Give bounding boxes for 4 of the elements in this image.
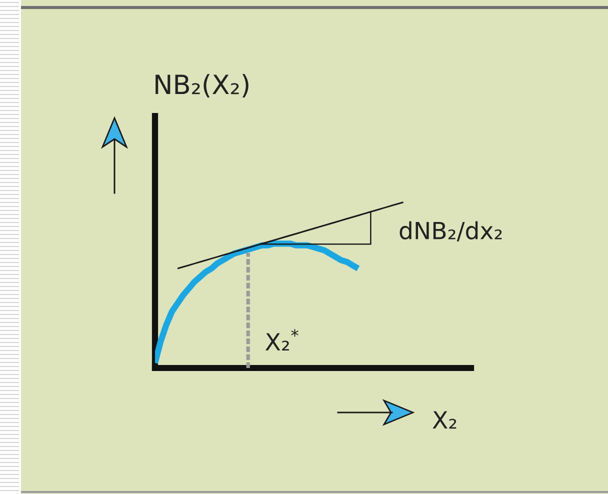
annotation: dNB₂/dx₂ [400,221,502,242]
y-axis-title: NB₂(X₂) [156,74,248,98]
annotation: X₂$^{*}$ [265,329,298,350]
x-axis-title: X₂ [432,411,456,429]
